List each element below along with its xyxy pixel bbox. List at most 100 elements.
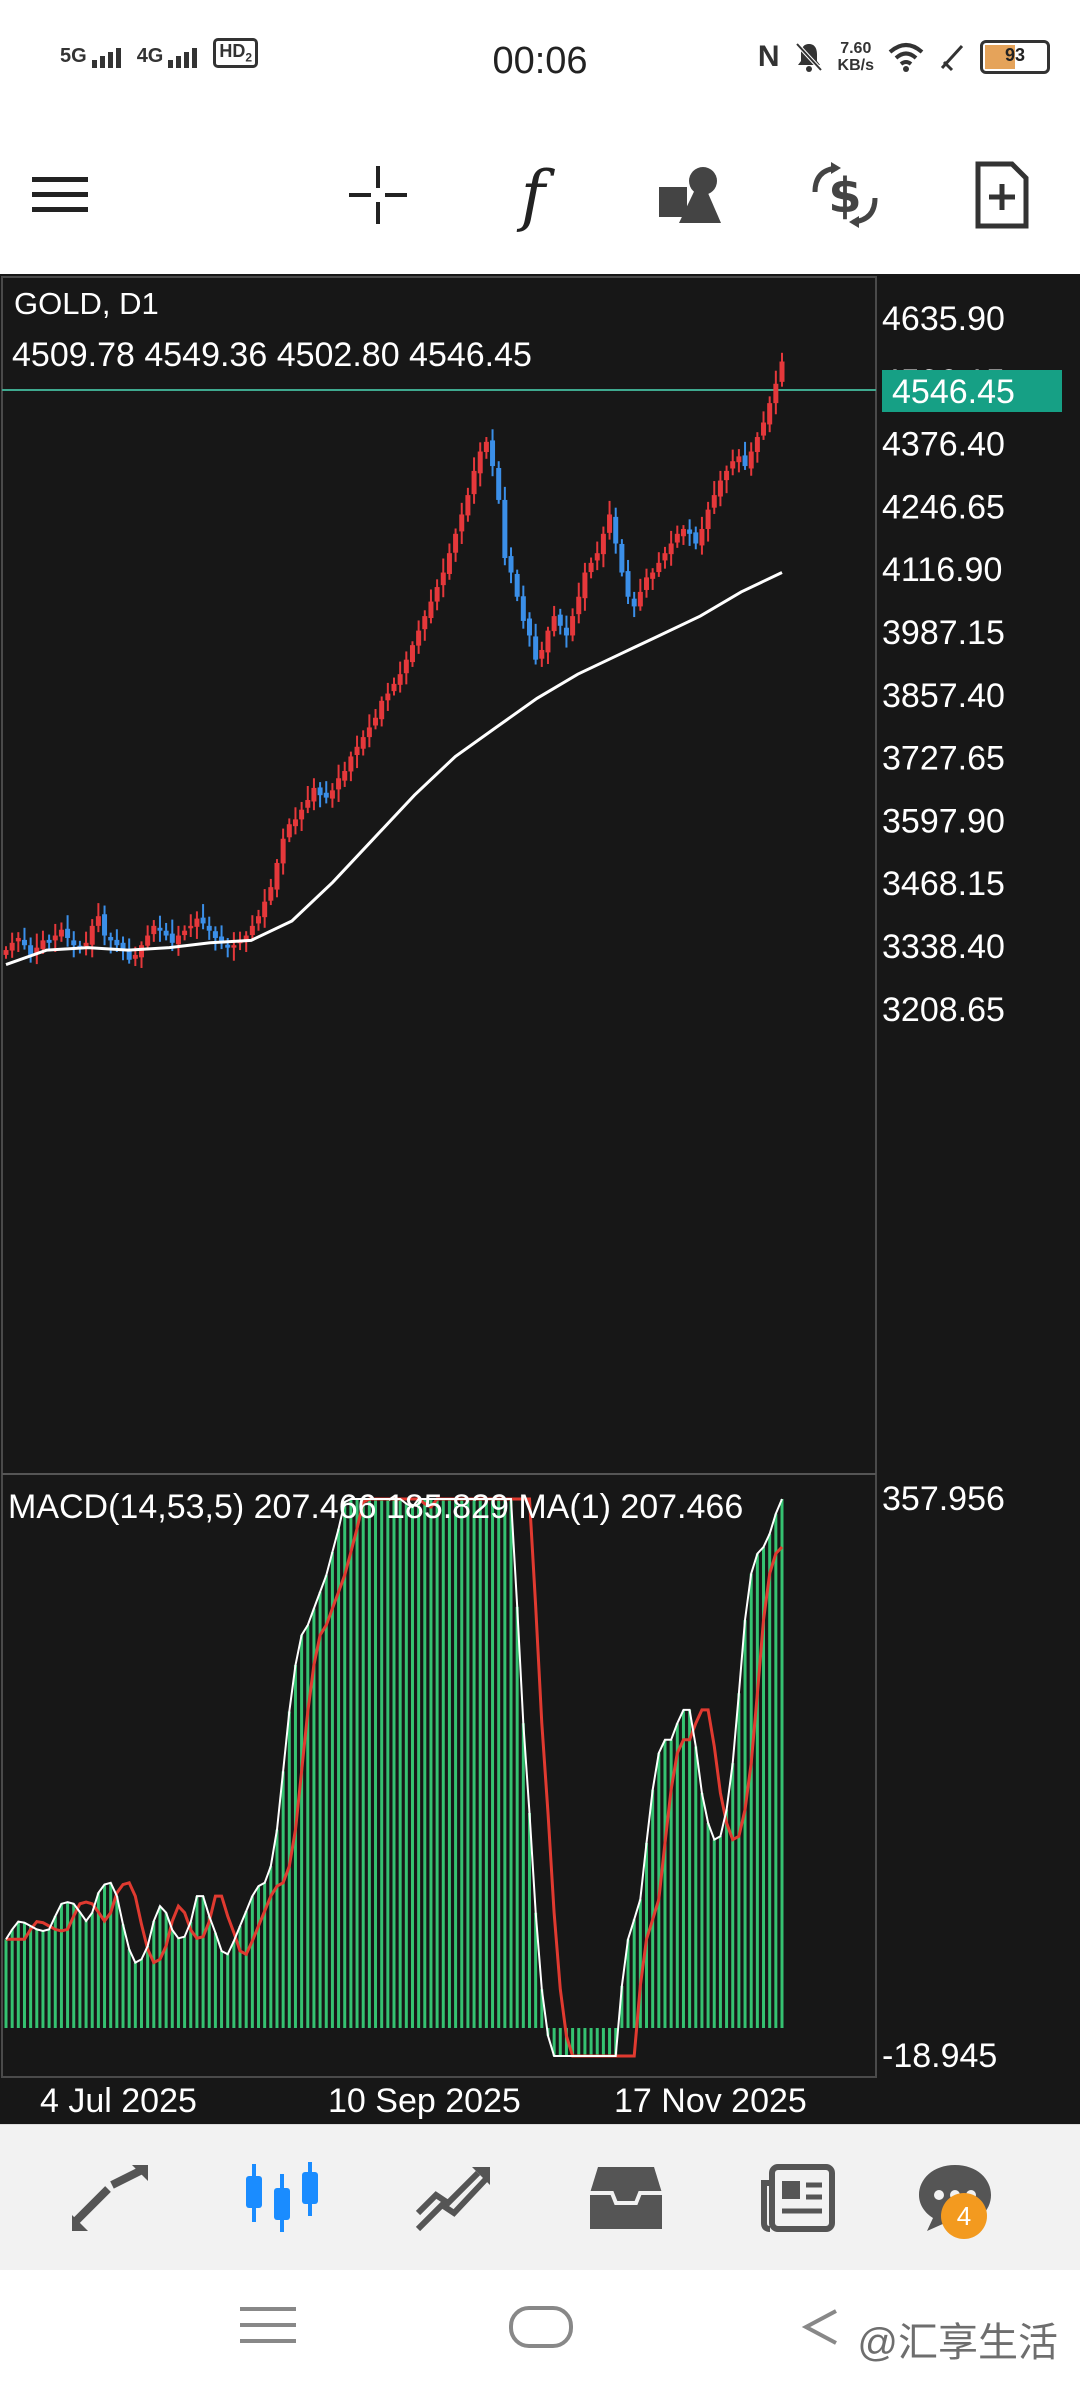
candle-body bbox=[563, 627, 569, 636]
battery-level: 93 bbox=[1004, 45, 1026, 65]
new-document-button[interactable] bbox=[952, 140, 1052, 250]
recents-button[interactable] bbox=[240, 2305, 296, 2350]
hd-label: HD bbox=[219, 41, 246, 61]
candle-body bbox=[570, 616, 576, 636]
candle-body bbox=[773, 383, 779, 404]
price-tick-8: 3597.90 bbox=[882, 802, 1005, 840]
candle-body bbox=[483, 441, 489, 453]
candle-body bbox=[477, 451, 483, 474]
candle-body bbox=[102, 914, 108, 936]
candle-body bbox=[200, 917, 206, 924]
ohlc-label: 4509.78 4549.36 4502.80 4546.45 bbox=[12, 336, 532, 374]
candle-body bbox=[225, 944, 231, 948]
candle-body bbox=[557, 614, 563, 626]
candle-body bbox=[767, 403, 773, 425]
candle-body bbox=[366, 727, 372, 738]
home-button[interactable] bbox=[508, 2305, 574, 2354]
candle-body bbox=[465, 495, 471, 516]
nav-chart[interactable] bbox=[232, 2150, 332, 2245]
candle-body bbox=[409, 645, 415, 663]
candle-body bbox=[761, 422, 767, 436]
candle-body bbox=[21, 939, 27, 946]
candle-body bbox=[619, 543, 625, 573]
candle-body bbox=[114, 939, 120, 946]
candle-body bbox=[299, 809, 305, 820]
nav-quotes[interactable] bbox=[60, 2150, 160, 2245]
candle-body bbox=[52, 935, 58, 941]
ma-line bbox=[5, 571, 783, 967]
battery-icon: 93 bbox=[980, 40, 1050, 74]
candle-body bbox=[644, 577, 650, 590]
candle-body bbox=[687, 529, 693, 534]
chart-frame bbox=[1, 276, 877, 2078]
candle-body bbox=[169, 933, 175, 943]
candle-body bbox=[779, 361, 785, 382]
macd-axis-top: 357.956 bbox=[882, 1480, 1005, 1518]
trade-icon bbox=[415, 2166, 490, 2231]
chart-area[interactable]: 4635.904506.154376.404246.654116.903987.… bbox=[0, 274, 1080, 2124]
objects-button[interactable] bbox=[640, 140, 740, 250]
time-label-0: 4 Jul 2025 bbox=[40, 2082, 197, 2120]
trade-button[interactable]: $ bbox=[795, 140, 895, 250]
candle-body bbox=[323, 792, 329, 798]
menu-button[interactable] bbox=[10, 140, 110, 250]
quotes-icon bbox=[72, 2164, 148, 2231]
candle-body bbox=[582, 572, 588, 599]
candle-body bbox=[292, 819, 298, 827]
candle-body bbox=[662, 553, 668, 561]
nav-messages[interactable]: 4 bbox=[905, 2150, 1005, 2245]
candle-body bbox=[440, 572, 446, 586]
candle-body bbox=[360, 737, 366, 749]
candle-body bbox=[157, 927, 163, 931]
indicators-button[interactable]: f bbox=[483, 140, 583, 250]
hd-sub: 2 bbox=[245, 50, 253, 65]
candle-body bbox=[526, 618, 532, 636]
candle-body bbox=[539, 649, 545, 659]
candle-body bbox=[607, 514, 613, 533]
candle-body bbox=[656, 562, 662, 573]
price-tick-9: 3468.15 bbox=[882, 865, 1005, 903]
mute-bell-icon bbox=[795, 42, 823, 72]
candle-body bbox=[342, 770, 348, 781]
candle-body bbox=[138, 945, 144, 958]
back-button[interactable] bbox=[796, 2305, 840, 2354]
candle-body bbox=[329, 790, 335, 799]
nav-history[interactable] bbox=[576, 2150, 676, 2245]
candle-body bbox=[40, 940, 46, 950]
price-tick-2: 4376.40 bbox=[882, 426, 1005, 464]
svg-text:$: $ bbox=[828, 168, 861, 224]
price-tick-6: 3857.40 bbox=[882, 677, 1005, 715]
candle-body bbox=[637, 591, 643, 607]
signal-4g-icon: 4G bbox=[137, 45, 198, 68]
nav-trade[interactable] bbox=[404, 2150, 504, 2245]
nav-news[interactable] bbox=[748, 2150, 848, 2245]
candle-body bbox=[256, 916, 262, 924]
candle-body bbox=[95, 916, 101, 926]
candle-body bbox=[754, 437, 760, 453]
candle-body bbox=[724, 470, 730, 481]
network-speed: 7.60 KB/s bbox=[838, 40, 874, 74]
candle-body bbox=[354, 746, 360, 756]
signal-5g-icon: 5G bbox=[60, 45, 121, 68]
crosshair-button[interactable] bbox=[328, 140, 428, 250]
candle-body bbox=[397, 674, 403, 685]
candle-body bbox=[268, 887, 274, 901]
candle-body bbox=[693, 532, 699, 544]
status-time: 00:06 bbox=[492, 40, 588, 82]
candle-body bbox=[46, 939, 52, 943]
candle-body bbox=[28, 945, 34, 955]
candle-body bbox=[631, 598, 637, 607]
speed-unit: KB/s bbox=[837, 57, 874, 74]
candle-body bbox=[434, 587, 440, 602]
candle-body bbox=[379, 700, 385, 720]
candle-body bbox=[15, 937, 21, 942]
chart-toolbar: f $ bbox=[0, 140, 1080, 250]
candle-body bbox=[9, 942, 15, 951]
candle-body bbox=[730, 461, 736, 469]
candle-body bbox=[231, 945, 237, 948]
history-icon bbox=[590, 2166, 662, 2229]
chart-canvas[interactable]: 4635.904506.154376.404246.654116.903987.… bbox=[0, 274, 1080, 2124]
candle-body bbox=[471, 470, 477, 495]
candle-body bbox=[175, 935, 181, 945]
watermark-text: @汇享生活 bbox=[857, 2321, 1058, 2365]
